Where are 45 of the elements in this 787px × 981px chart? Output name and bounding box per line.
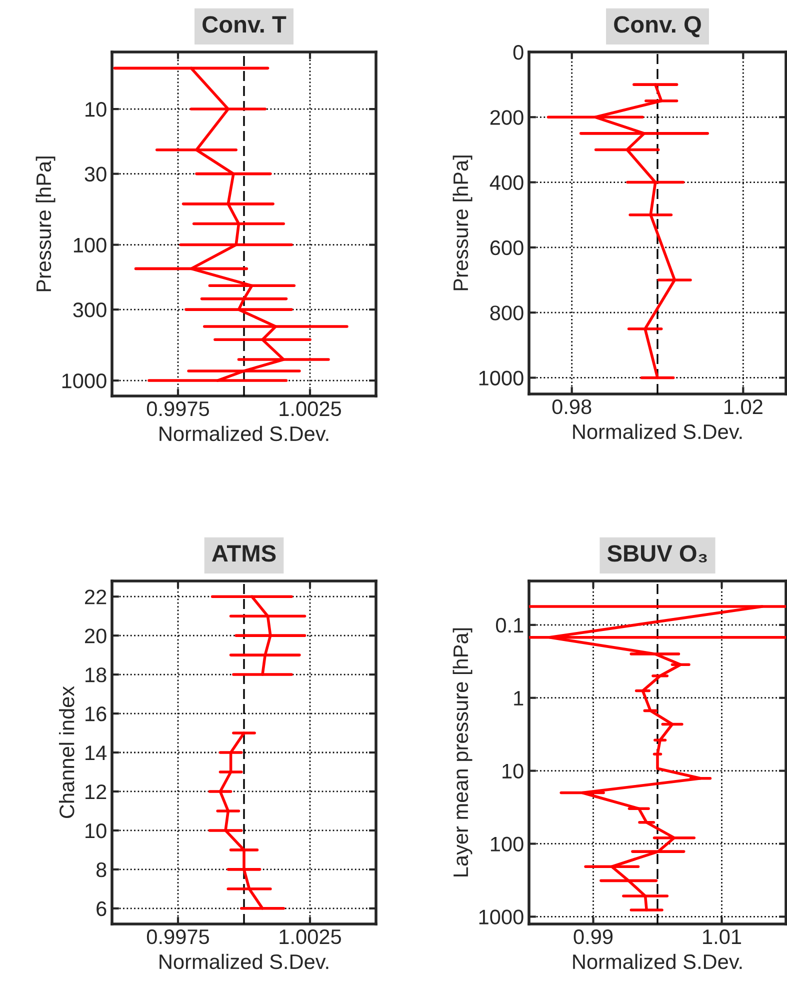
y-tick-label: 8 — [96, 862, 106, 878]
y-tick-label: 400 — [490, 175, 524, 190]
y-tick-label: 10 — [502, 764, 524, 779]
chart-title: Conv. T — [202, 16, 286, 33]
x-axis-title: Normalized S.Dev. — [160, 426, 328, 442]
x-tick-label: 0.9975 — [146, 929, 209, 944]
x-tick-label: 0.9975 — [146, 401, 209, 416]
y-tick-label: 300 — [73, 302, 106, 318]
y-tick-label: 1000 — [479, 910, 524, 924]
x-tick-label: 0.99 — [574, 929, 613, 944]
y-tick-label: 1 — [514, 691, 524, 706]
y-tick-label: 12 — [86, 784, 106, 800]
y-tick-label: 30 — [84, 166, 106, 182]
chart-title: Conv. Q — [614, 16, 701, 38]
x-axis-title: Normalized S.Dev. — [160, 954, 328, 970]
chart-title: ATMS — [212, 545, 276, 562]
y-axis-title: Pressure [hPa] — [452, 156, 472, 290]
x-tick-label: 0.98 — [552, 399, 592, 414]
y-axis-title: Pressure [hPa] — [36, 156, 56, 292]
x-axis-title: Normalized S.Dev. — [573, 954, 742, 970]
y-tick-label: 200 — [490, 110, 524, 125]
x-axis-title: Normalized S.Dev. — [573, 424, 742, 440]
chart-title: SBUV O₃ — [607, 545, 707, 562]
y-axis-title: Layer mean pressure [hPa] — [452, 628, 472, 876]
y-tick-label: 14 — [86, 746, 107, 760]
y-tick-label: 10 — [86, 102, 106, 117]
y-tick-label: 100 — [74, 238, 106, 253]
x-tick-label: 1.0025 — [280, 929, 341, 944]
y-tick-label: 6 — [96, 901, 106, 916]
y-tick-label: 0.1 — [496, 618, 524, 633]
y-tick-label: 100 — [490, 836, 524, 852]
y-tick-label: 800 — [490, 306, 524, 320]
y-tick-label: 10 — [86, 823, 106, 838]
y-tick-label: 0 — [513, 45, 524, 60]
y-tick-label: 1000 — [62, 374, 106, 388]
y-axis-title: Channel index — [58, 686, 74, 818]
y-tick-label: 600 — [490, 240, 524, 256]
y-tick-label: 1000 — [479, 370, 524, 386]
y-tick-label: 20 — [85, 628, 106, 644]
x-tick-label: 1.01 — [703, 929, 742, 944]
y-tick-label: 16 — [86, 706, 106, 722]
y-tick-label: 18 — [86, 668, 106, 682]
x-tick-label: 1.0025 — [280, 401, 341, 416]
y-tick-label: 22 — [85, 590, 106, 604]
x-tick-label: 1.02 — [724, 399, 762, 414]
